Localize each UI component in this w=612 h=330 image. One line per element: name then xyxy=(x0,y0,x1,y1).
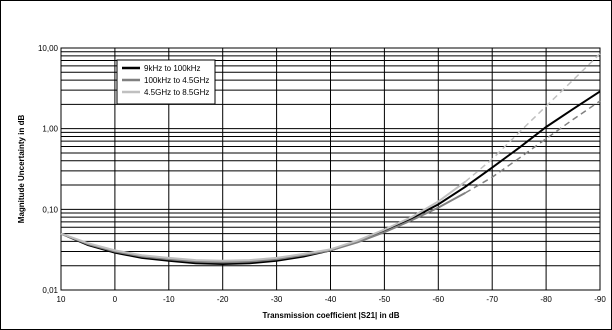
series-line xyxy=(60,180,466,262)
x-tick-label: 10 xyxy=(57,295,66,304)
x-tick-labels: 10 0 -10 -20 -30 -40 -50 -60 -70 -80 -90 xyxy=(57,295,607,304)
x-tick-label: -80 xyxy=(540,295,552,304)
y-tick-labels: 0,01 0,10 1,00 10,00 xyxy=(38,44,59,295)
x-axis-title: Transmission coefficient |S21| in dB xyxy=(263,311,400,320)
x-tick-label: -50 xyxy=(379,295,391,304)
x-tick-label: -90 xyxy=(594,295,606,304)
x-tick-label: -30 xyxy=(271,295,283,304)
series-layer xyxy=(60,53,601,266)
x-tick-label: -60 xyxy=(433,295,445,304)
series-line xyxy=(60,192,466,264)
y-tick-label: 0,01 xyxy=(42,286,58,295)
series-3 xyxy=(60,53,601,262)
x-tick-label: -10 xyxy=(163,295,175,304)
y-tick-label: 10,00 xyxy=(38,44,59,53)
x-tick-label: -20 xyxy=(217,295,229,304)
y-tick-label: 0,10 xyxy=(42,205,58,214)
x-tick-label: -70 xyxy=(486,295,498,304)
y-tick-label: 1,00 xyxy=(42,125,58,134)
series-2 xyxy=(60,100,601,264)
series-line-dashed xyxy=(464,53,601,183)
legend-box xyxy=(116,59,216,105)
series-line-dashed xyxy=(464,100,601,194)
legend-label: 100kHz to 4.5GHz xyxy=(144,76,209,85)
y-axis-title: Magnitude Uncertainty in dB xyxy=(17,115,26,224)
x-tick-label: -40 xyxy=(325,295,337,304)
legend-label: 9kHz to 100kHz xyxy=(144,64,200,73)
legend-label: 4.5GHz to 8.5GHz xyxy=(144,88,209,97)
legend: 9kHz to 100kHz 100kHz to 4.5GHz 4.5GHz to … xyxy=(116,59,216,105)
x-tick-label: 0 xyxy=(113,295,118,304)
